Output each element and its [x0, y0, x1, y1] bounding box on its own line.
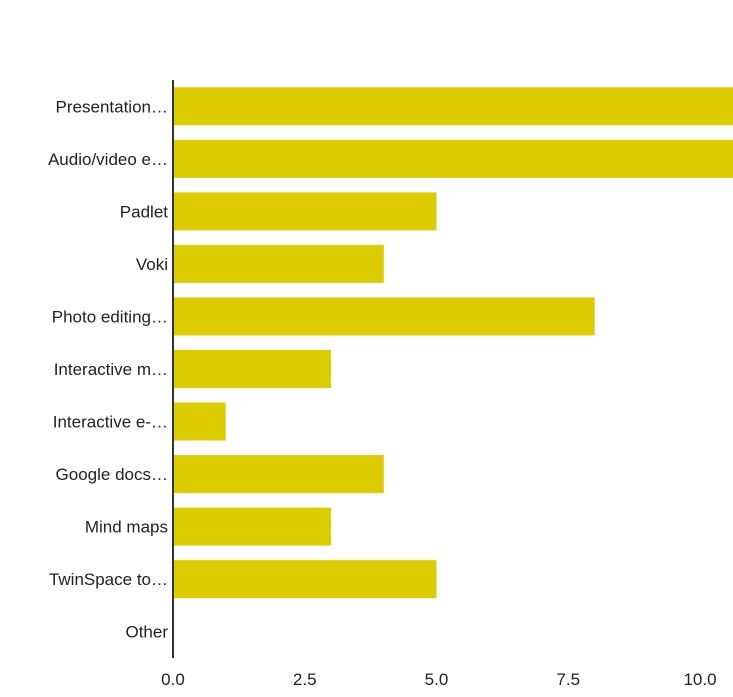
bar [173, 560, 437, 599]
category-label: Voki [136, 255, 168, 274]
category-labels-group: Presentation… Audio/video e… Padlet Voki Pho… [48, 97, 168, 641]
bar [173, 350, 332, 388]
bar [173, 402, 226, 441]
bar [173, 87, 733, 126]
x-tick-label: 10.0 [683, 670, 716, 689]
x-tick-label: 7.5 [556, 670, 580, 689]
category-label: Other [125, 623, 168, 642]
category-label: Mind maps [85, 518, 168, 537]
x-tick-labels-group: 0.0 2.5 5.0 7.5 10.0 [161, 670, 716, 689]
bar [173, 192, 437, 231]
category-label: Interactive e-… [53, 413, 168, 432]
category-label: Interactive m… [54, 360, 168, 379]
category-label: TwinSpace to… [49, 570, 168, 589]
category-label: Presentation… [56, 97, 168, 116]
category-label: Photo editing… [52, 307, 168, 326]
category-label: Padlet [120, 202, 168, 221]
category-label: Google docs… [56, 465, 168, 484]
bar [173, 455, 384, 494]
bars-group [173, 87, 733, 599]
bar [173, 297, 595, 336]
category-label: Audio/video e… [48, 150, 168, 169]
x-tick-label: 5.0 [425, 670, 449, 689]
bar [173, 139, 733, 178]
x-tick-label: 0.0 [161, 670, 185, 689]
x-tick-label: 2.5 [293, 670, 317, 689]
bar [173, 507, 332, 546]
bar [173, 244, 384, 283]
